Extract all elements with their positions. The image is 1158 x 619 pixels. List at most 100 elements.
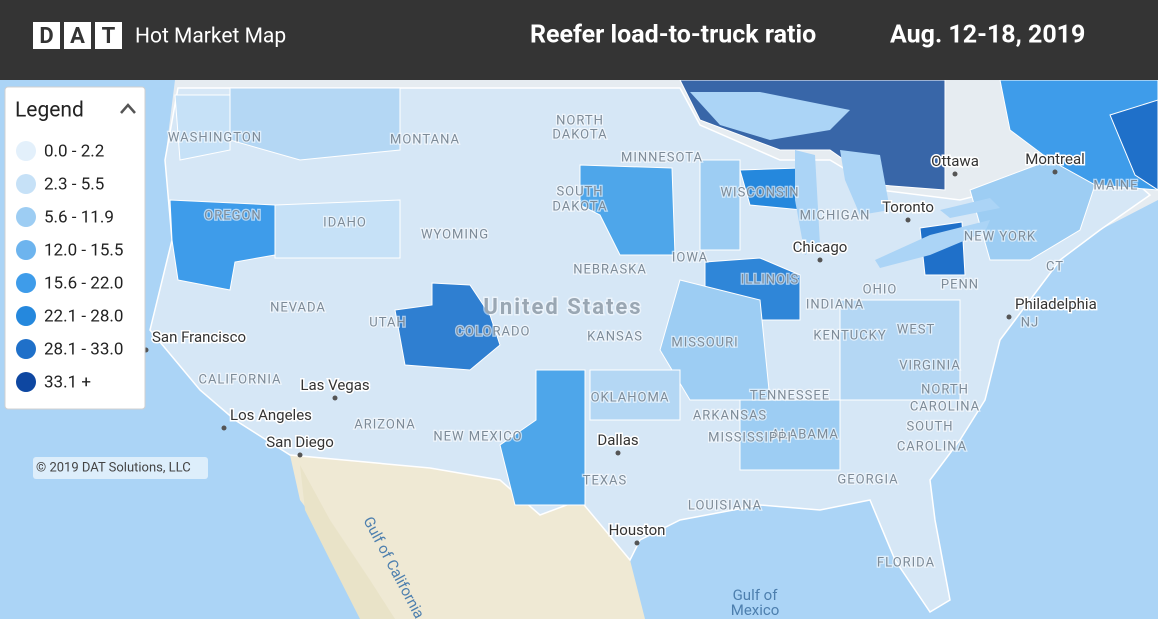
legend-label: 28.1 - 33.0 <box>44 339 123 359</box>
state-label: ARKANSAS <box>693 408 767 423</box>
lake <box>875 220 990 268</box>
state-label: MICHIGAN <box>800 208 871 223</box>
logo-letter: T <box>102 24 116 49</box>
state-label: OHIO <box>863 282 898 297</box>
legend-collapse[interactable] <box>120 103 136 114</box>
state-label: ARIZONA <box>354 417 415 432</box>
city-dot <box>634 540 640 546</box>
city-label: Houston <box>609 521 666 539</box>
region <box>394 282 501 371</box>
city-label: Las Vegas <box>300 376 369 394</box>
region <box>659 279 771 401</box>
city-dot <box>952 171 958 177</box>
state-label: OKLAHOMA <box>591 390 670 405</box>
state-label: NEW MEXICO <box>433 429 522 444</box>
state-label: KENTUCKY <box>813 328 886 343</box>
lake <box>690 92 850 140</box>
region <box>174 94 231 161</box>
market-regions <box>169 79 1158 506</box>
legend-swatch <box>16 306 36 326</box>
city-label: Ottawa <box>931 152 979 170</box>
legend-label: 5.6 - 11.9 <box>44 207 114 227</box>
water-label: Mexico <box>731 601 780 619</box>
state-label: NEBRASKA <box>573 262 647 277</box>
state-label: MONTANA <box>390 132 460 147</box>
state-label: IOWA <box>672 250 708 265</box>
state-label: ILLINOIS <box>741 272 800 287</box>
city-dot <box>221 425 227 431</box>
mexico-land <box>290 455 645 619</box>
state-label: TENNESSEE <box>750 388 830 403</box>
city-dot <box>615 450 621 456</box>
state-label: NEW YORK <box>964 229 1036 244</box>
copyright-bg <box>33 457 208 479</box>
state-label: KANSAS <box>587 329 643 344</box>
state-label: NEVADA <box>270 300 326 315</box>
city-label: Philadelphia <box>1015 295 1097 313</box>
region <box>589 369 681 421</box>
legend-label: 33.1 + <box>44 372 91 392</box>
state-label: PENN <box>941 277 979 292</box>
legend-swatch <box>16 273 36 293</box>
state-label: DAKOTA <box>552 127 607 142</box>
legend-items: 0.0 - 2.2 2.3 - 5.5 5.6 - 11.9 12.0 - 15.5 1… <box>16 141 123 392</box>
city-label: San Diego <box>266 433 334 451</box>
state-label: SOUTH <box>556 184 603 199</box>
state-label: NORTH <box>556 113 604 128</box>
state-label: OREGON <box>204 208 261 223</box>
city-label: Chicago <box>793 238 848 256</box>
state-label: CALIFORNIA <box>198 372 281 387</box>
region <box>579 164 676 256</box>
state-label: SOUTH <box>906 419 953 434</box>
logo-letter: A <box>70 24 85 49</box>
city-dot <box>1052 169 1058 175</box>
state-label: IDAHO <box>323 215 367 230</box>
legend-label: 12.0 - 15.5 <box>44 240 123 260</box>
legend-title: Legend <box>15 99 84 123</box>
legend-swatch <box>16 339 36 359</box>
state-label: MINNESOTA <box>621 150 703 165</box>
state-label: MAINE <box>1093 178 1138 193</box>
state-label: VIRGINIA <box>899 358 961 373</box>
state-label: NORTH <box>921 382 969 397</box>
city-dot <box>297 452 303 458</box>
region <box>969 159 1096 261</box>
region <box>739 399 841 471</box>
state-label: CT <box>1046 259 1064 274</box>
logo-letter: D <box>39 24 53 49</box>
city-label: Los Angeles <box>230 406 312 424</box>
state-label: NJ <box>1021 315 1039 330</box>
state-label: DAKOTA <box>552 199 607 214</box>
logo-box <box>95 22 122 49</box>
region <box>1109 99 1158 191</box>
lake <box>840 150 890 215</box>
country-label: United States <box>483 295 642 320</box>
legend-swatch <box>16 207 36 227</box>
logo-box <box>33 22 60 49</box>
state-label: LOUISIANA <box>688 498 762 513</box>
state-label: FLORIDA <box>877 555 935 570</box>
legend-label: 0.0 - 2.2 <box>44 141 104 161</box>
legend-label: 2.3 - 5.5 <box>44 174 104 194</box>
state-label: MISSISSIPPI <box>708 430 792 445</box>
state-label: WEST <box>897 322 935 337</box>
legend-label: 22.1 - 28.0 <box>44 306 123 326</box>
period: Aug. 12-18, 2019 <box>890 21 1085 50</box>
legend-swatch <box>16 240 36 260</box>
city-label: San Francisco <box>152 328 246 346</box>
state-label: CAROLINA <box>910 399 980 414</box>
state-label: GEORGIA <box>837 472 898 487</box>
city-dot <box>1006 314 1012 320</box>
state-label: CAROLINA <box>897 439 967 454</box>
state-label: MISSOURI <box>671 335 738 350</box>
legend-swatch <box>16 174 36 194</box>
region <box>499 369 586 506</box>
lake <box>940 198 1000 218</box>
state-label: WISCONSIN <box>721 185 800 200</box>
state-label: COLORADO <box>456 324 531 339</box>
water-label: Gulf of <box>733 586 779 604</box>
legend-box <box>4 86 146 410</box>
city-dot <box>332 395 338 401</box>
